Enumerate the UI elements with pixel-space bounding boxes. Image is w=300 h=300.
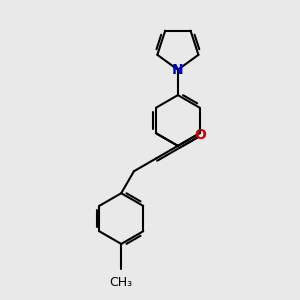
Text: N: N xyxy=(172,63,184,77)
Text: O: O xyxy=(194,128,206,142)
Text: CH₃: CH₃ xyxy=(110,276,133,289)
